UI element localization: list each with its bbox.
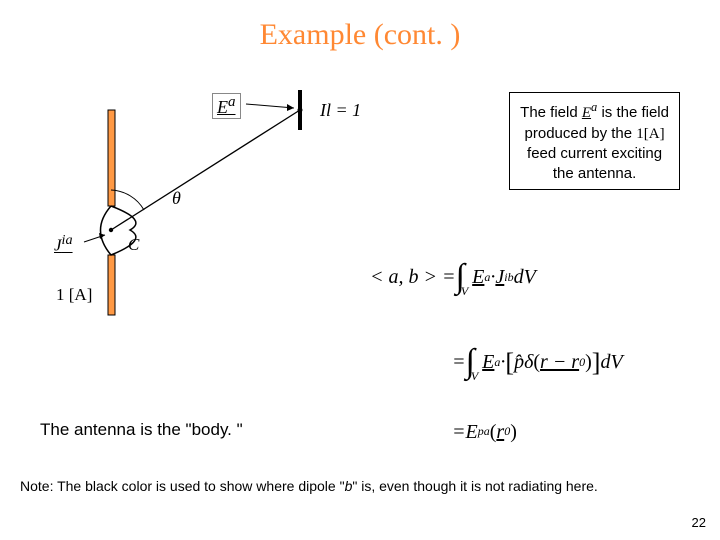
eq1-dv: dV — [514, 255, 536, 299]
jia-J: J — [54, 236, 62, 255]
eq3-rparen: ) — [510, 410, 517, 454]
ea-pointer-line — [246, 104, 294, 108]
r-line — [111, 110, 300, 230]
eq2-E: E — [482, 340, 494, 384]
eq2-dv: dV — [600, 340, 622, 384]
info-l1-E: E — [582, 105, 591, 121]
eq2-rr0: r − r — [540, 340, 579, 384]
eq1-J: J — [495, 255, 504, 299]
eq3-r: r — [496, 410, 504, 454]
angle-arc — [111, 190, 144, 210]
antenna-diagram — [80, 80, 360, 330]
black-dipole-center — [298, 108, 303, 113]
eq2-lparen: ( — [533, 340, 540, 384]
eq-3: = Epa ( r0 ) — [370, 410, 690, 454]
info-l1-pre: The field — [520, 104, 582, 121]
eq-1: < a, b > = ∫V Ea · Jib dV — [370, 240, 690, 315]
info-line-2: produced by the 1[A] — [520, 124, 669, 145]
info-line-4: the antenna. — [520, 164, 669, 184]
eq2-eq: = — [452, 340, 466, 384]
note-post: " is, even though it is not radiating he… — [352, 478, 597, 494]
eq3-eq: = — [452, 410, 466, 454]
eq-2: = ∫V Ea · [ p̂ δ ( r − r0 ) ] dV — [370, 325, 690, 400]
eq2-rbracket: ] — [592, 334, 601, 391]
eq1-Jsup: ib — [504, 264, 513, 290]
ea-pointer-head — [287, 104, 294, 111]
info-l2-one: 1[A] — [636, 126, 664, 142]
eq2-delta: δ — [524, 340, 533, 384]
int2-sub: V — [471, 363, 478, 389]
eq3-lparen: ( — [490, 410, 497, 454]
feed-loop — [101, 206, 136, 255]
info-line-1: The field Ea is the field — [520, 99, 669, 124]
note-text: Note: The black color is used to show wh… — [20, 478, 700, 494]
eq1-lhs: < a, b > = — [370, 255, 456, 299]
jia-sup: ia — [62, 232, 73, 248]
info-l2-pre: produced by the — [525, 125, 637, 142]
note-pre: Note: The black color is used to show wh… — [20, 478, 345, 494]
equations: < a, b > = ∫V Ea · Jib dV = ∫V Ea · [ p̂… — [370, 230, 690, 464]
page-number: 22 — [692, 515, 706, 530]
antenna-top-rod — [108, 110, 115, 206]
int1-sub: V — [461, 278, 468, 304]
eq2-lbracket: [ — [505, 334, 514, 391]
info-line-3: feed current exciting — [520, 144, 669, 164]
jia-label: Jia — [54, 232, 73, 256]
info-l1-post: is the field — [597, 104, 669, 121]
eq3-E: E — [466, 410, 478, 454]
info-box: The field Ea is the field produced by th… — [509, 92, 680, 190]
eq2-rparen: ) — [585, 340, 592, 384]
slide-title: Example (cont. ) — [0, 0, 720, 52]
body-caption: The antenna is the "body. " — [40, 420, 243, 440]
antenna-bottom-rod — [108, 255, 115, 315]
eq2-phat: p̂ — [514, 340, 524, 384]
eq1-E: E — [472, 255, 484, 299]
